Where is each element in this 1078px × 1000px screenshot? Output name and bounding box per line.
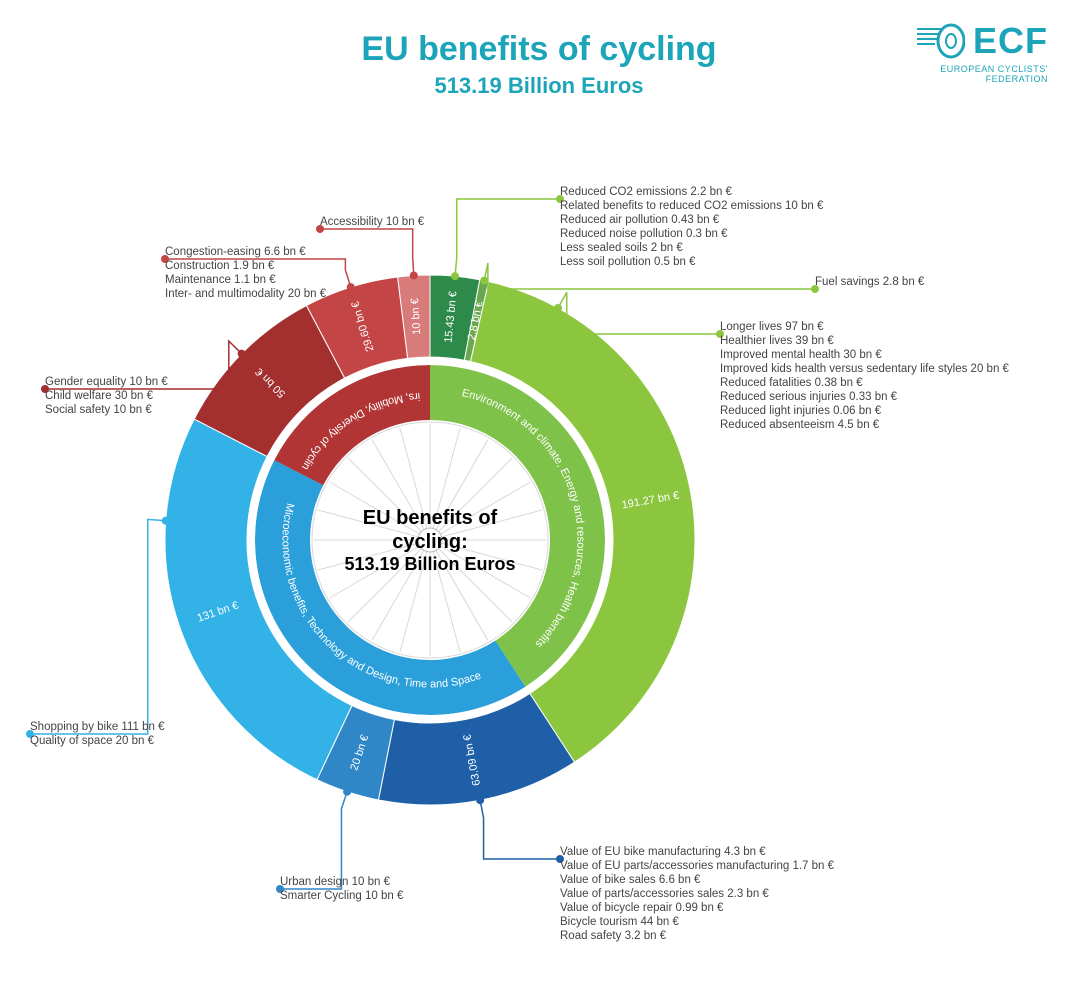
callout-dot [410, 271, 418, 279]
callout-dot [238, 350, 246, 358]
callout-leader [30, 519, 166, 734]
ecf-tagline: EUROPEAN CYCLISTS' FEDERATION [878, 64, 1048, 84]
callout-text: Gender equality 10 bn €Child welfare 30 … [45, 376, 168, 416]
callout-text: Value of EU bike manufacturing 4.3 bn €V… [560, 846, 835, 942]
callout-dot [347, 283, 355, 291]
callout-text: Accessibility 10 bn € [320, 216, 425, 228]
callout-text: Longer lives 97 bn €Healthier lives 39 b… [720, 321, 1010, 431]
callout-text: Congestion-easing 6.6 bn €Construction 1… [165, 246, 327, 300]
ecf-name: ECF [973, 20, 1048, 62]
callout-leader [480, 800, 560, 859]
callout-dot [162, 517, 170, 525]
callout-dot [554, 304, 562, 312]
callout-dot [480, 277, 488, 285]
callout-text: Reduced CO2 emissions 2.2 bn €Related be… [560, 186, 824, 268]
callout-dot [451, 272, 459, 280]
ecf-wheel-icon [917, 23, 965, 59]
callout-leader [320, 229, 414, 275]
callout-leader [455, 199, 560, 276]
callout-leader [280, 792, 347, 889]
ecf-logo: ECF EUROPEAN CYCLISTS' FEDERATION [878, 20, 1048, 84]
donut-chart: Environment and climate, Energy and reso… [0, 140, 1078, 1000]
segment-value: 10 bn € [409, 298, 423, 335]
callout-dot [476, 796, 484, 804]
callout-text: Fuel savings 2.8 bn € [815, 276, 925, 288]
callout-dot [343, 788, 351, 796]
